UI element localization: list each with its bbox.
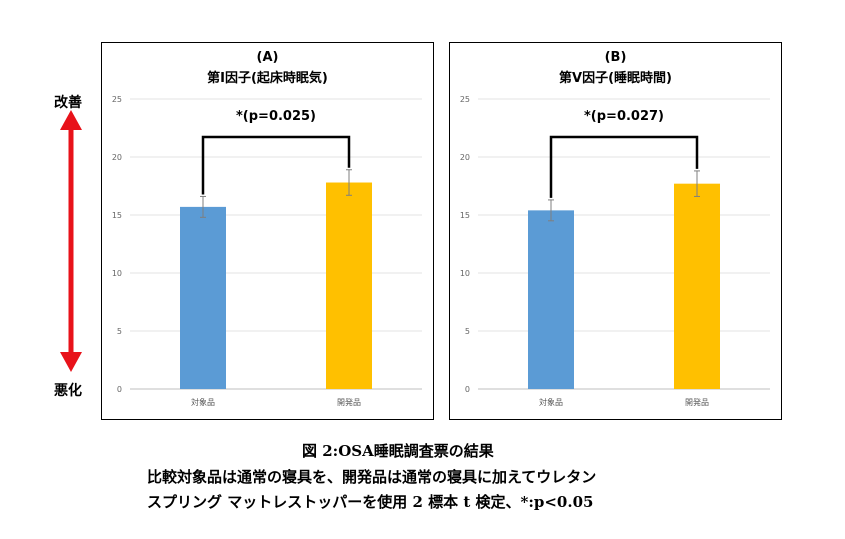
bar-chart-b: 0 5 10 15 20 25 対象品 開発品 *(p=0.027) bbox=[460, 95, 770, 407]
y-tick-label: 15 bbox=[112, 211, 122, 220]
double-arrow-icon bbox=[60, 110, 82, 372]
y-tick-label: 25 bbox=[112, 95, 122, 104]
bar-chart-a: 0 5 10 15 20 25 対象品 開発品 *(p=0.025) bbox=[112, 95, 422, 407]
significance-label: *(p=0.025) bbox=[236, 109, 316, 124]
y-tick-label: 5 bbox=[117, 327, 122, 336]
y-tick-label: 5 bbox=[465, 327, 470, 336]
y-tick-label: 15 bbox=[460, 211, 470, 220]
y-tick-label: 10 bbox=[112, 269, 122, 278]
chart-panel-a: (A) 第Ⅰ因子(起床時眠気) 0 5 10 15 20 25 対象品 開発品 *(p=0.02… bbox=[101, 42, 434, 420]
worsen-label: 悪化 bbox=[54, 383, 82, 399]
chart-title: 第Ⅴ因子(睡眠時間) bbox=[559, 71, 672, 86]
y-tick-label: 20 bbox=[460, 153, 470, 162]
figure-caption-line2: スプリング マットレストッパーを使用 2 標本 t 検定、*:p<0.05 bbox=[147, 493, 594, 511]
bar bbox=[674, 183, 720, 389]
chart-title: 第Ⅰ因子(起床時眠気) bbox=[207, 71, 328, 86]
chart-panel-b: (B) 第Ⅴ因子(睡眠時間) 0 5 10 15 20 25 対象品 開発品 *(p=0.027… bbox=[449, 42, 782, 420]
y-tick-label: 10 bbox=[460, 269, 470, 278]
bar bbox=[326, 182, 372, 389]
bar bbox=[528, 210, 574, 389]
figure-caption-line1: 比較対象品は通常の寝具を、開発品は通常の寝具に加えてウレタン bbox=[147, 468, 597, 486]
x-category-label: 開発品 bbox=[337, 398, 361, 407]
improve-label: 改善 bbox=[54, 95, 82, 111]
x-category-label: 対象品 bbox=[539, 397, 563, 407]
y-tick-label: 20 bbox=[112, 153, 122, 162]
significance-label: *(p=0.027) bbox=[584, 109, 664, 124]
panel-label: (B) bbox=[604, 50, 627, 65]
panel-label: (A) bbox=[256, 50, 279, 65]
y-tick-label: 0 bbox=[117, 385, 122, 394]
x-category-label: 対象品 bbox=[191, 397, 215, 407]
significance-bracket bbox=[549, 135, 699, 198]
x-category-label: 開発品 bbox=[685, 398, 709, 407]
y-tick-label: 0 bbox=[465, 385, 470, 394]
significance-bracket bbox=[201, 135, 351, 195]
y-tick-label: 25 bbox=[460, 95, 470, 104]
bar bbox=[180, 206, 226, 389]
figure-caption-title: 図 2:OSA睡眠調査票の結果 bbox=[302, 442, 494, 460]
